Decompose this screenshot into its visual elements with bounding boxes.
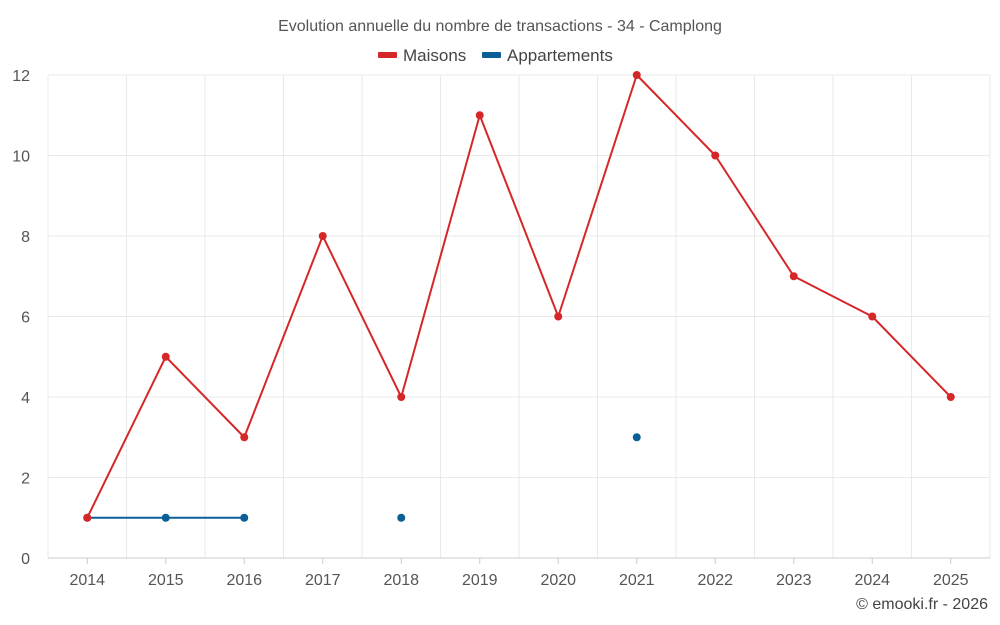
series-line-segment-maisons — [86, 355, 167, 519]
data-point-maisons[interactable] — [318, 232, 327, 240]
data-point-appartements[interactable] — [397, 513, 406, 522]
x-tick-label: 2021 — [619, 572, 655, 589]
x-tick-label: 2015 — [148, 572, 184, 589]
x-tick-label: 2025 — [933, 572, 969, 589]
data-point-maisons[interactable] — [946, 393, 955, 401]
data-point-maisons[interactable] — [397, 393, 406, 401]
data-point-appartements[interactable] — [240, 513, 249, 522]
x-tick-label: 2018 — [383, 572, 419, 589]
series-line-segment-maisons — [321, 235, 403, 398]
y-tick-label: 0 — [21, 551, 30, 568]
x-tick-label: 2014 — [69, 572, 105, 589]
credit-text: © emooki.fr - 2026 — [856, 596, 988, 613]
legend-label-appartements: Appartements — [507, 46, 613, 65]
data-point-maisons[interactable] — [475, 111, 484, 120]
series-line-segment-maisons — [792, 275, 874, 318]
y-tick-label: 10 — [12, 149, 30, 166]
y-tick-label: 8 — [21, 229, 30, 246]
x-tick-label: 2017 — [305, 572, 341, 589]
data-point-maisons[interactable] — [711, 151, 720, 160]
data-point-maisons[interactable] — [161, 352, 170, 361]
x-tick-label: 2022 — [697, 572, 733, 589]
series-line-segment-maisons — [635, 74, 717, 157]
series-line-segment-maisons — [478, 114, 560, 318]
legend-swatch-appartements — [482, 52, 501, 58]
legend: Maisons Appartements — [378, 46, 613, 65]
x-tick-label: 2023 — [776, 572, 812, 589]
series-line-segment-maisons — [164, 355, 246, 439]
legend-item-appartements[interactable]: Appartements — [482, 46, 613, 65]
series-line-segment-maisons — [243, 235, 324, 439]
data-point-maisons[interactable] — [632, 71, 641, 79]
data-point-appartements[interactable] — [161, 513, 170, 522]
series-line-segment-maisons — [400, 114, 481, 398]
y-tick-label: 12 — [12, 68, 30, 85]
series-line-segment-maisons — [714, 154, 795, 278]
chart-title: Evolution annuelle du nombre de transact… — [278, 18, 722, 35]
data-point-maisons[interactable] — [554, 312, 563, 321]
legend-label-maisons: Maisons — [403, 46, 466, 65]
y-tick-label: 6 — [21, 310, 30, 327]
axes: 0 2 4 6 8 10 12 2014 2015 2016 2017 2018 2019 2020 202… — [12, 68, 990, 589]
legend-item-maisons[interactable]: Maisons — [378, 46, 466, 65]
data-point-maisons[interactable] — [83, 513, 92, 522]
legend-swatch-maisons — [378, 52, 397, 58]
data-point-appartements[interactable] — [632, 433, 641, 442]
data-point-maisons[interactable] — [868, 312, 877, 321]
grid — [47, 74, 991, 558]
x-tick-label: 2016 — [226, 572, 262, 589]
x-tick-label: 2020 — [540, 572, 576, 589]
x-tick-label: 2019 — [462, 572, 498, 589]
x-tick-label: 2024 — [854, 572, 890, 589]
y-tick-label: 2 — [21, 471, 30, 488]
series-line-segment-maisons — [557, 74, 638, 318]
series-maisons — [83, 71, 955, 522]
series-layer — [83, 71, 955, 522]
data-point-maisons[interactable] — [789, 272, 798, 281]
data-point-maisons[interactable] — [240, 433, 249, 442]
y-tick-label: 4 — [21, 390, 30, 407]
series-line-segment-maisons — [871, 315, 952, 398]
